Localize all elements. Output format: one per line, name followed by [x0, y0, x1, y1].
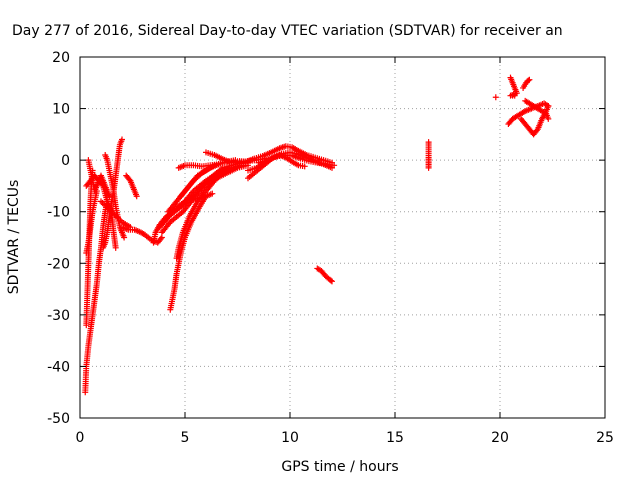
y-tick-label: -40 [47, 359, 70, 375]
data-point-marker [511, 92, 518, 99]
data-point-marker [119, 136, 125, 143]
x-tick-label: 5 [181, 430, 190, 446]
y-tick-label: -30 [47, 308, 70, 324]
x-tick-label: 0 [76, 430, 85, 446]
data-point-marker [112, 244, 119, 251]
y-tick-label: 20 [52, 50, 70, 66]
data-point-marker [121, 234, 128, 241]
y-axis-label: SDTVAR / TECUs [6, 180, 22, 295]
y-tick-label: 10 [52, 102, 70, 118]
data-point-marker [126, 176, 133, 183]
x-axis-label: GPS time / hours [281, 459, 398, 475]
data-point-marker [492, 94, 499, 101]
data-point-marker [106, 193, 113, 200]
y-tick-label: -20 [47, 256, 70, 272]
data-points [82, 74, 552, 396]
x-tick-label: 25 [596, 430, 614, 446]
y-tick-label: -50 [47, 411, 70, 427]
plot-frame [79, 56, 606, 419]
data-point-marker [301, 163, 308, 170]
x-tick-label: 20 [491, 430, 509, 446]
data-point-marker [526, 76, 533, 83]
data-point-marker [157, 235, 164, 242]
chart-title: Day 277 of 2016, Sidereal Day-to-day VTE… [12, 23, 563, 39]
data-point-marker [545, 115, 552, 122]
x-tick-label: 15 [386, 430, 404, 446]
data-point-marker [533, 127, 540, 134]
data-point-marker [327, 277, 334, 284]
y-tick-label: -10 [47, 205, 70, 221]
data-point-marker [331, 162, 338, 169]
data-point-marker [99, 181, 106, 188]
data-point-marker [525, 77, 532, 84]
y-tick-label: 0 [61, 153, 70, 169]
data-point-marker [158, 234, 165, 241]
x-tick-label: 10 [281, 430, 299, 446]
axis-ticks: 0 5 10 15 20 25 -50 -40 -30 -20 -10 0 10 20 [47, 50, 614, 446]
data-point-marker [545, 102, 552, 109]
data-point-marker [329, 278, 335, 285]
data-point-marker [425, 164, 432, 171]
data-point-marker [209, 190, 216, 197]
data-point-marker [215, 161, 222, 168]
data-point-marker [127, 224, 134, 231]
data-point-marker [133, 193, 140, 200]
